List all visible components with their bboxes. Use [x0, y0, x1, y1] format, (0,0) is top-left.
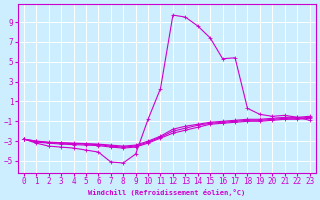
- X-axis label: Windchill (Refroidissement éolien,°C): Windchill (Refroidissement éolien,°C): [88, 189, 245, 196]
